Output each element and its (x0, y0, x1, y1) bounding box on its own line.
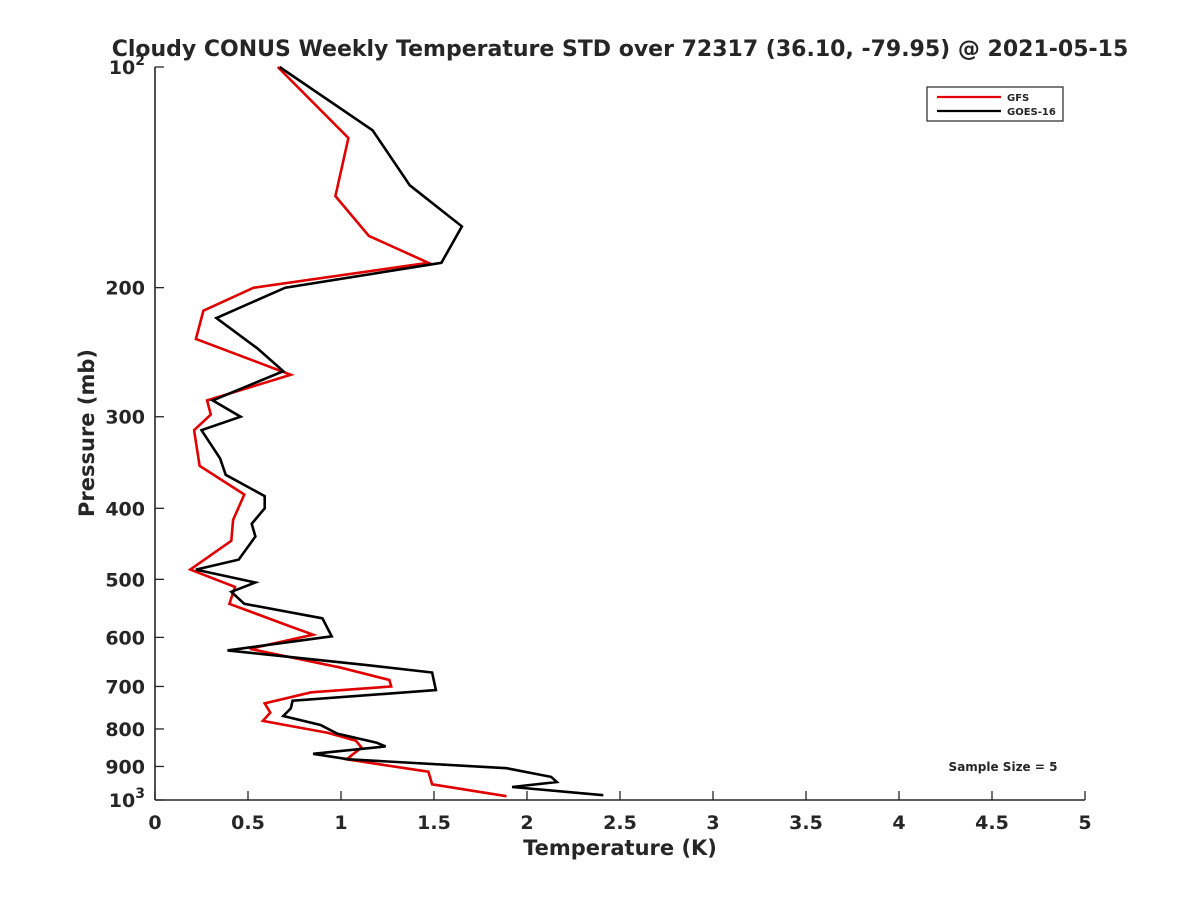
y-tick-label: 103 (109, 786, 145, 812)
x-axis-ticks: 0 0.5 1 1.5 2 2.5 3 3.5 4 4.5 5 (148, 791, 1092, 834)
legend-label-gfs: GFS (1007, 93, 1029, 104)
x-tick-label: 3.5 (789, 812, 823, 834)
y-axis-label: Pressure (mb) (75, 349, 99, 517)
legend-label-goes-16: GOES-16 (1007, 107, 1056, 118)
x-tick-label: 4.5 (975, 812, 1009, 834)
sample-size-annotation: Sample Size = 5 (949, 760, 1058, 774)
chart-title: Cloudy CONUS Weekly Temperature STD over… (112, 37, 1129, 62)
series-line-gfs (187, 66, 507, 798)
x-tick-label: 5 (1078, 812, 1091, 834)
x-tick-label: 1 (334, 812, 347, 834)
y-tick-label: 200 (105, 278, 145, 300)
y-tick-label: 800 (105, 719, 145, 741)
legend-box (926, 86, 1064, 122)
y-axis-ticks: 102 200 300 400 500 600 700 800 900 103 (105, 53, 164, 812)
x-tick-label: 4 (892, 812, 905, 834)
y-tick-label: 500 (105, 569, 145, 591)
y-tick-label: 400 (105, 498, 145, 520)
series-line-goes-16 (195, 65, 604, 797)
x-tick-label: 3 (706, 812, 719, 834)
y-tick-label: 300 (105, 407, 145, 429)
series-layer (187, 65, 604, 798)
x-axis-label: Temperature (K) (523, 836, 717, 860)
y-tick-label: 102 (109, 53, 145, 79)
x-tick-label: 0 (148, 812, 161, 834)
x-tick-label: 0.5 (231, 812, 265, 834)
y-tick-label: 600 (105, 627, 145, 649)
x-tick-label: 2.5 (603, 812, 637, 834)
x-tick-label: 1.5 (417, 812, 451, 834)
y-tick-label: 700 (105, 676, 145, 698)
y-tick-label: 900 (105, 756, 145, 778)
legend: GFS GOES-16 (926, 86, 1064, 122)
x-tick-label: 2 (520, 812, 533, 834)
